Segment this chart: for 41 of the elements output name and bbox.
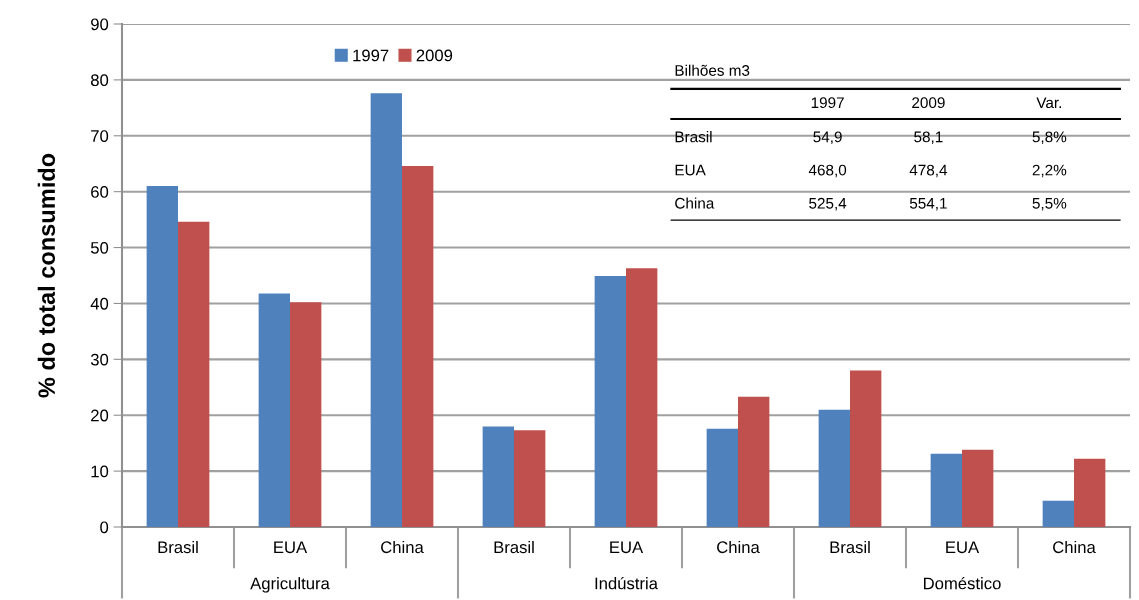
annotation: 54,9 <box>813 131 842 145</box>
y-tick-label: 0 <box>100 521 109 534</box>
annotation: Brasil <box>675 131 712 143</box>
annotation: 468,0 <box>808 164 847 178</box>
y-tick-label: 50 <box>90 241 109 254</box>
y-tick-label: 40 <box>90 297 109 310</box>
y-tick-label: 20 <box>91 409 109 422</box>
annotation: 5,8% <box>1032 131 1067 145</box>
text: Agricultura <box>250 577 330 593</box>
annotation: 2,2% <box>1032 164 1067 178</box>
annotation: China <box>675 197 715 209</box>
annotation: 2009 <box>912 97 945 109</box>
x-tick-label: EUA <box>274 541 308 554</box>
annotation: 525,4 <box>809 197 847 211</box>
y-tick-label: 60 <box>91 186 109 198</box>
x-tick-label: EUA <box>946 541 980 554</box>
annotation: 5,5% <box>1032 197 1067 211</box>
x-tick-label: Brasil <box>158 540 198 554</box>
text: Indústria <box>595 576 658 590</box>
x-tick-label: Brasil <box>830 540 870 554</box>
annotation: 554,1 <box>909 198 947 211</box>
y-tick-label: 10 <box>91 465 109 478</box>
y-tick-label: 30 <box>90 353 109 366</box>
legend-label: 2009 <box>416 49 453 62</box>
annotation: Var. <box>1036 97 1061 109</box>
y-axis-title: % do total consumido <box>37 153 56 398</box>
annotation: 478,4 <box>909 164 948 178</box>
annotation: 1997 <box>811 97 844 109</box>
y-tick-label: 70 <box>91 130 109 142</box>
y-tick-label: 90 <box>91 18 109 31</box>
annotation: EUA <box>675 164 706 176</box>
x-tick-label: Brasil <box>494 540 534 554</box>
legend-label: 1997 <box>353 49 389 62</box>
annotation: Bilhões m3 <box>675 64 750 76</box>
text: Doméstico <box>924 576 1001 590</box>
x-tick-label: EUA <box>610 541 644 554</box>
x-tick-label: China <box>381 540 424 554</box>
y-tick-label: 80 <box>90 74 109 87</box>
x-tick-label: China <box>717 540 760 554</box>
annotation: 58,1 <box>914 131 943 145</box>
x-tick-label: China <box>1053 540 1096 554</box>
